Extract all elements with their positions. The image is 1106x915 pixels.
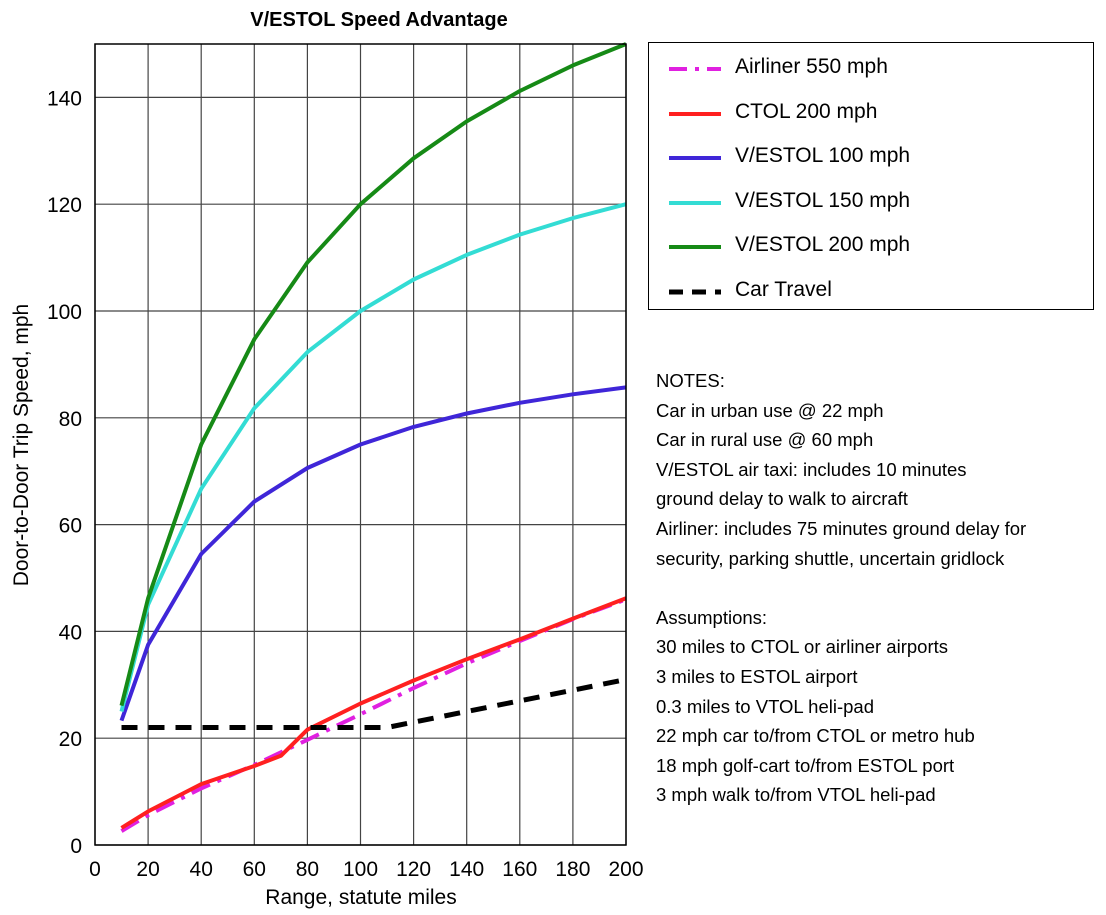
series-line-v-estol-150-mph xyxy=(119,202,627,712)
legend: Airliner 550 mph CTOL 200 mph V/ESTOL 100 … xyxy=(648,42,1094,310)
legend-item: CTOL 200 mph xyxy=(649,98,1093,128)
x-axis-label: Range, statute miles xyxy=(265,886,456,909)
y-tick-label: 40 xyxy=(59,621,82,644)
y-tick-label: 140 xyxy=(47,87,82,110)
y-tick-label: 80 xyxy=(59,408,82,431)
x-tick-label: 60 xyxy=(243,858,266,881)
x-tick-label: 140 xyxy=(449,858,484,881)
x-tick-label: 180 xyxy=(555,858,590,881)
legend-label: V/ESTOL 150 mph xyxy=(735,188,911,212)
legend-label: V/ESTOL 100 mph xyxy=(735,144,911,167)
notes-line: Car in urban use @ 22 mph xyxy=(656,399,884,421)
x-tick-label: 160 xyxy=(502,858,537,881)
notes-line: Assumptions: xyxy=(656,606,768,628)
notes-line xyxy=(656,573,1026,603)
notes-line: 18 mph golf-cart to/from ESTOL port xyxy=(656,754,955,776)
legend-item: Airliner 550 mph xyxy=(649,53,1093,83)
y-axis-label: Door-to-Door Trip Speed, mph xyxy=(10,304,33,586)
legend-item: V/ESTOL 100 mph xyxy=(649,142,1093,172)
x-tick-label: 200 xyxy=(608,858,643,881)
legend-label: Airliner 550 mph xyxy=(735,55,888,78)
x-tick-label: 120 xyxy=(396,858,431,881)
legend-swatch xyxy=(669,245,721,249)
notes-line: ground delay to walk to aircraft xyxy=(656,488,908,510)
legend-swatch xyxy=(669,111,721,116)
notes-line: security, parking shuttle, uncertain gri… xyxy=(656,547,1005,569)
x-tick-label: 40 xyxy=(190,858,213,881)
notes-line: Airliner: includes 75 minutes ground del… xyxy=(656,517,1027,539)
x-tick-label: 20 xyxy=(136,858,159,881)
y-tick-label: 0 xyxy=(70,835,82,858)
legend-item: V/ESTOL 150 mph xyxy=(649,187,1093,217)
x-tick-label: 100 xyxy=(343,858,378,881)
x-tick-label: 0 xyxy=(89,858,101,881)
legend-swatch xyxy=(669,200,721,205)
series-line-v-estol-100-mph xyxy=(119,385,627,722)
series-line-ctol-200-mph xyxy=(120,596,627,830)
notes-line: NOTES: xyxy=(656,370,725,391)
notes-line: 3 miles to ESTOL airport xyxy=(656,665,858,687)
legend-item: Car Travel xyxy=(649,276,1093,306)
notes-line: 3 mph walk to/from VTOL heli-pad xyxy=(656,784,936,806)
series-line-airliner-550-mph xyxy=(120,597,627,833)
legend-swatch xyxy=(669,67,721,71)
legend-swatch xyxy=(669,289,721,294)
y-tick-label: 20 xyxy=(59,728,82,751)
series-line-v-estol-200-mph xyxy=(119,42,627,707)
notes-line: 0.3 miles to VTOL heli-pad xyxy=(656,695,874,717)
legend-label: V/ESTOL 200 mph xyxy=(735,233,911,256)
notes-line: V/ESTOL air taxi: includes 10 minutes xyxy=(656,458,967,480)
series-line-car-travel xyxy=(121,677,627,730)
notes-line: Car in rural use @ 60 mph xyxy=(656,429,874,451)
legend-item: V/ESTOL 200 mph xyxy=(649,231,1093,261)
chart-title: V/ESTOL Speed Advantage xyxy=(250,9,507,31)
series-layer xyxy=(119,42,627,833)
notes-line: 22 mph car to/from CTOL or metro hub xyxy=(656,725,975,747)
y-tick-label: 100 xyxy=(47,301,82,324)
x-tick-label: 80 xyxy=(296,858,319,881)
notes-panel: NOTES: Car in urban use @ 22 mph Car in ru… xyxy=(656,366,1026,810)
tick-labels: 0 20 40 60 80 100 120 140 160 180 200 0 20 40 60 80 100 1… xyxy=(47,87,644,881)
notes-line: 30 miles to CTOL or airliner airports xyxy=(656,636,948,658)
legend-swatch xyxy=(669,156,721,160)
legend-label: CTOL 200 mph xyxy=(735,99,878,123)
plot-frame xyxy=(94,43,627,846)
y-tick-label: 120 xyxy=(47,194,82,217)
legend-label: Car Travel xyxy=(735,277,832,301)
y-tick-label: 60 xyxy=(59,515,82,538)
